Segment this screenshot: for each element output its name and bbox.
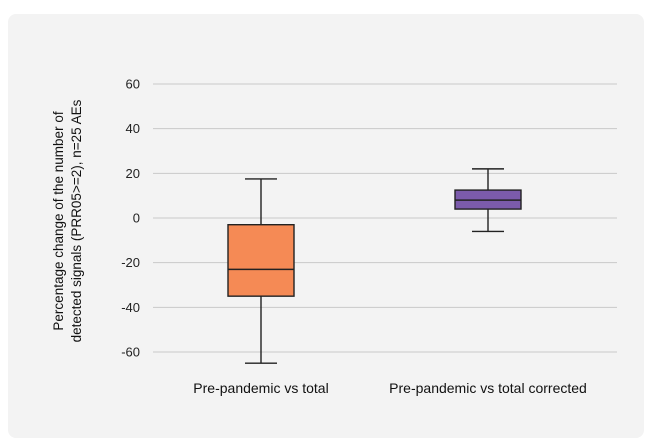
category-label: Pre-pandemic vs total — [193, 380, 328, 396]
category-label: Pre-pandemic vs total corrected — [389, 380, 587, 396]
box-2 — [454, 168, 522, 233]
y-axis-label-line2: detected signals (PRR05>=2), n=25 AEs — [69, 99, 84, 342]
box-1 — [227, 178, 295, 364]
y-tick-label: 0 — [133, 211, 140, 226]
y-tick-labels: 60 40 20 0 -20 -40 -60 — [121, 77, 140, 360]
y-tick-label: -60 — [121, 345, 140, 360]
category-labels: Pre-pandemic vs total Pre-pandemic vs tot… — [193, 380, 587, 396]
gridlines — [153, 83, 617, 353]
iqr-box — [227, 223, 295, 297]
y-tick-label: -40 — [121, 300, 140, 315]
chart-panel — [8, 14, 644, 438]
y-axis-label-line1: Percentage change of the number of — [51, 111, 66, 330]
box-series — [227, 168, 522, 364]
y-tick-label: 60 — [126, 77, 140, 92]
y-tick-label: 20 — [126, 166, 140, 181]
y-tick-label: -20 — [121, 255, 140, 270]
y-tick-label: 40 — [126, 121, 140, 136]
